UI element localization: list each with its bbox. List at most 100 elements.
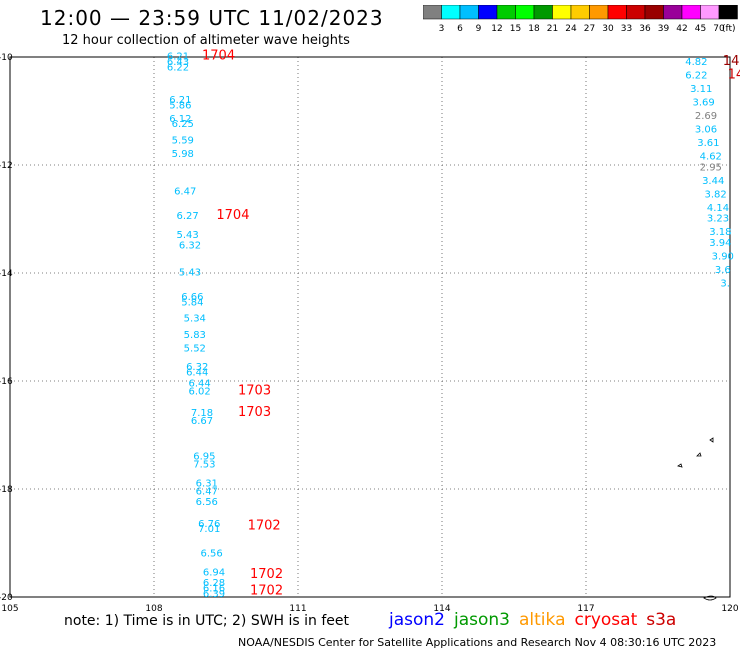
wave-height-label: 4.14 (707, 203, 729, 214)
wave-height-label: 3.82 (704, 189, 726, 200)
colorbar-tick-label: 21 (547, 24, 558, 34)
satellite-legend-altika: altika (519, 610, 566, 630)
y-tick-label: -16 (0, 377, 13, 387)
colorbar-tick-label: 15 (510, 24, 521, 34)
colorbar-legend: 3 6 9 12 15 18 21 24 27 30 33 36 39 42 45 70(ft) (423, 5, 738, 34)
colorbar-tick-label: 9 (476, 24, 482, 34)
wave-height-label: 5.59 (172, 135, 194, 146)
wave-height-label: 6.76 (198, 519, 220, 530)
pass-number-label: 1702 (250, 583, 283, 598)
wave-height-label: 6.95 (193, 451, 215, 462)
colorbar-tick-label: 36 (639, 24, 651, 34)
y-tick-label: -20 (0, 593, 13, 603)
footer-note: note: 1) Time is in UTC; 2) SWH is in fe… (64, 613, 350, 629)
colorbar-tick-label: 18 (528, 24, 540, 34)
wave-height-label: 6.44 (186, 368, 208, 379)
wave-height-label: 2.95 (700, 162, 722, 173)
wave-height-label: 3.44 (702, 176, 724, 187)
colorbar-tick-label: 12 (491, 24, 502, 34)
pass-number-label: 1703 (238, 384, 271, 399)
pass-number-label: 1702 (248, 519, 281, 534)
wave-height-label: 5.83 (184, 330, 206, 341)
chart-title: 12:00 — 23:59 UTC 11/02/2023 (40, 6, 384, 30)
wave-height-label: 6.43 (167, 57, 189, 68)
colorbar-tick-label: 3 (439, 24, 445, 34)
y-tick-label: -12 (0, 161, 13, 171)
wave-height-label: 6.21 (167, 52, 189, 63)
wave-height-label: 6.12 (169, 114, 191, 125)
wave-height-label: 3.94 (709, 238, 731, 249)
colorbar-tick-label: 45 (695, 24, 706, 34)
pass-number-label: 1704 (216, 208, 249, 223)
wave-height-label: 6.66 (181, 292, 203, 303)
pass-number-label: 141 (723, 54, 740, 69)
wave-height-label: 5.84 (181, 297, 203, 308)
chart-subtitle: 12 hour collection of altimeter wave hei… (62, 33, 350, 48)
wave-height-label: 3.06 (695, 125, 717, 136)
wave-height-label: 5.86 (169, 100, 191, 111)
wave-height-label: 3.69 (692, 98, 714, 109)
y-tick-label: -18 (0, 485, 13, 495)
pass-number-label: 1702 (250, 567, 283, 582)
wave-height-label: 3.90 (712, 252, 734, 263)
pass-labels: 170417041703170317021702170214114 (202, 49, 740, 599)
wave-height-label: 6.39 (203, 589, 225, 600)
wave-height-label: 7.01 (198, 524, 220, 535)
wave-height-label: 7.53 (193, 459, 215, 470)
wave-height-label: 6.94 (203, 567, 225, 578)
satellite-legend-jason3: jason3 (454, 610, 510, 630)
pass-number-label: 1704 (202, 49, 235, 64)
wave-height-label: 6.32 (179, 241, 201, 252)
wave-height-label: 6.56 (200, 549, 222, 560)
credit-line: NOAA/NESDIS Center for Satellite Applica… (238, 636, 717, 649)
grid (10, 57, 730, 597)
colorbar-tick-label: 30 (602, 24, 614, 34)
wave-height-label: 6.02 (188, 387, 210, 398)
colorbar-swatch (718, 5, 738, 20)
wave-height-label: 3.6 (715, 265, 731, 276)
satellite-legend-jason2: jason2 (389, 610, 445, 630)
wave-height-label: 5.43 (176, 230, 198, 241)
x-tick-label: 111 (289, 604, 306, 614)
wave-height-label: 3.18 (709, 227, 731, 238)
wave-height-labels: 6.216.436.226.215.866.126.255.595.986.47… (167, 52, 734, 600)
wave-height-label: 6.16 (203, 584, 225, 595)
wave-height-label: 6.32 (186, 362, 208, 373)
colorbar-tick-label: 6 (457, 24, 463, 34)
colorbar-tick-label: 24 (565, 24, 577, 34)
satellite-legend-cryosat: cryosat (574, 610, 638, 630)
wave-height-label: 3. (720, 279, 730, 290)
wave-height-label: 4.62 (700, 152, 722, 163)
y-tick-label: -10 (0, 53, 13, 63)
x-tick-label: 114 (433, 604, 450, 614)
pass-number-label: 14 (728, 68, 740, 83)
satellite-legend: jason2 jason3 altika cryosat s3a (389, 610, 685, 630)
wave-height-label: 5.52 (184, 343, 206, 354)
colorbar-tick-label: 27 (584, 24, 595, 34)
wave-height-label: 6.22 (685, 71, 707, 82)
wave-height-label: 6.27 (176, 211, 198, 222)
wave-height-label: 6.25 (172, 119, 194, 130)
wave-height-label: 6.47 (174, 187, 196, 198)
wave-height-label: 4.82 (685, 57, 707, 68)
wave-height-label: 6.22 (167, 63, 189, 74)
satellite-legend-s3a: s3a (646, 610, 677, 630)
wave-height-label: 7.18 (191, 408, 213, 419)
x-tick-label: 120 (721, 604, 738, 614)
x-tick-label: 105 (1, 604, 18, 614)
wave-height-label: 6.47 (196, 486, 218, 497)
x-tick-label: 117 (577, 604, 594, 614)
x-tick-label: 108 (145, 604, 162, 614)
wave-height-label: 5.98 (172, 149, 194, 160)
colorbar-tick-label: 42 (676, 24, 687, 34)
pass-number-label: 1703 (238, 405, 271, 420)
wave-height-label: 3.11 (690, 84, 712, 95)
y-tick-label: -14 (0, 269, 13, 279)
colorbar-tick-label: 33 (621, 24, 632, 34)
colorbar-tick-label: 70 (713, 24, 725, 34)
colorbar-unit: (ft) (722, 24, 736, 34)
wave-height-label: 6.56 (196, 497, 218, 508)
wave-height-label: 6.67 (191, 416, 213, 427)
wave-height-label: 5.43 (179, 268, 201, 279)
